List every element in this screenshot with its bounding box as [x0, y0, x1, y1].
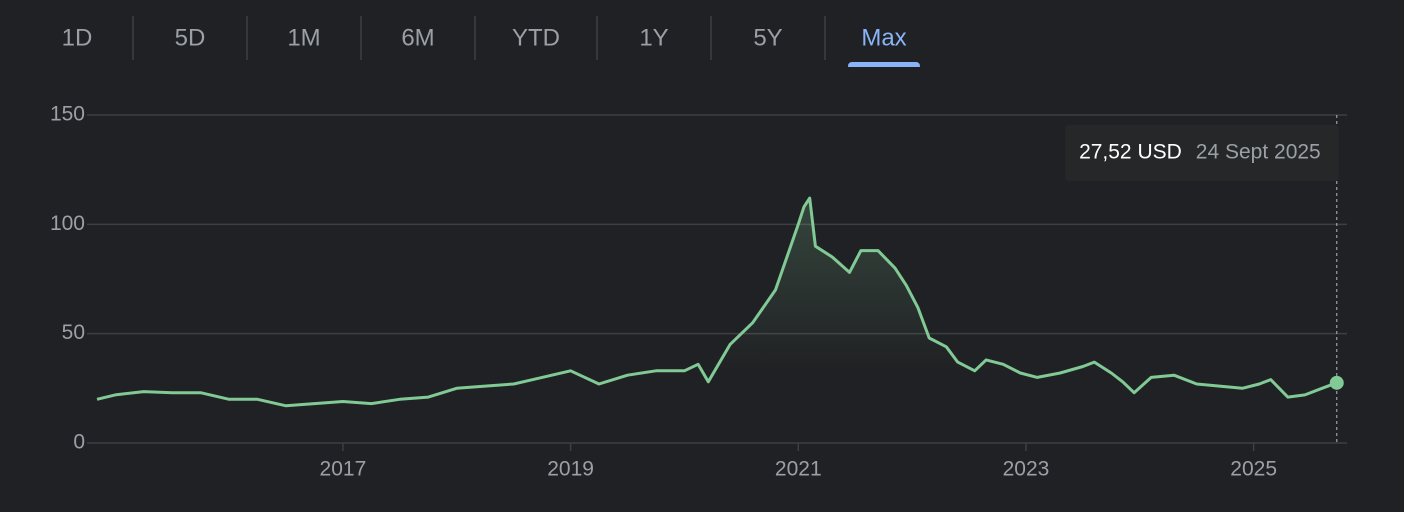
tooltip-bg: [1065, 125, 1339, 181]
range-tab[interactable]: 5Y: [753, 24, 782, 51]
x-tick-label: 2021: [775, 458, 822, 481]
range-tab[interactable]: 1M: [287, 24, 320, 51]
hover-point: [1329, 375, 1344, 390]
x-tick-label: 2019: [547, 458, 594, 481]
plot: 0 50 100 150 2017 2019 2021 2023 2025 27,52 USD 24…: [50, 103, 1347, 481]
y-tick-label: 0: [73, 431, 85, 454]
tooltip-date: 24 Sept 2025: [1196, 141, 1321, 164]
price-area: [97, 198, 1337, 443]
range-tabs: 1D 5D 1M 6M YTD 1Y 5Y Max: [62, 16, 924, 73]
tooltip-value: 27,52 USD: [1079, 141, 1182, 164]
active-tab-cover: [844, 67, 924, 73]
range-tab[interactable]: Max: [861, 24, 906, 51]
range-tab[interactable]: 6M: [401, 24, 434, 51]
x-tick-label: 2023: [1003, 458, 1050, 481]
x-tick-label: 2025: [1230, 458, 1277, 481]
range-tab[interactable]: 1Y: [639, 24, 668, 51]
tooltip: 27,52 USD 24 Sept 2025: [1065, 125, 1339, 181]
range-tab[interactable]: 1D: [62, 24, 93, 51]
x-tick-label: 2017: [320, 458, 367, 481]
range-tab[interactable]: YTD: [512, 24, 560, 51]
price-line: [96, 196, 1338, 408]
range-tab[interactable]: 5D: [175, 24, 206, 51]
y-tick-label: 50: [62, 321, 85, 344]
y-tick-label: 100: [50, 212, 85, 235]
y-tick-label: 150: [50, 103, 85, 126]
